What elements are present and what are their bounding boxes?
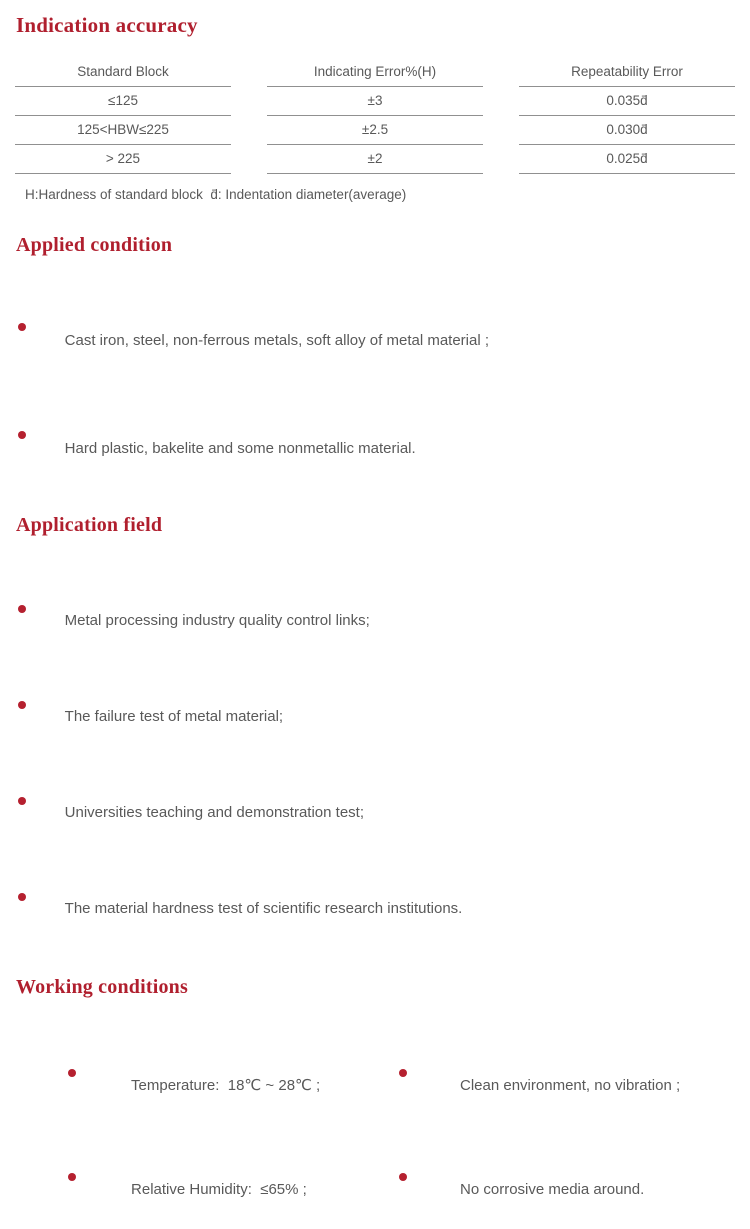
list-item: Hard plastic, bakelite and some nonmetal… <box>16 381 750 489</box>
list-item: Universities teaching and demonstration … <box>16 753 750 849</box>
bullet-icon <box>399 1173 407 1181</box>
table-cell-row1-standard-block: ≤125 <box>15 87 231 116</box>
working-conditions-right-list: Clean environment, no vibration ; No cor… <box>399 1021 719 1229</box>
bullet-icon <box>68 1173 76 1181</box>
table-cell-row1-indicating-error: ±3 <box>267 87 483 116</box>
table-cell-row2-indicating-error: ±2.5 <box>267 116 483 145</box>
bullet-icon <box>18 431 26 439</box>
list-item-text: Relative Humidity: ≤65% ; <box>131 1181 307 1198</box>
list-item: Metal processing industry quality contro… <box>16 561 750 657</box>
bullet-icon <box>18 893 26 901</box>
list-item-text: Temperature: 18℃ ~ 28℃ ; <box>131 1077 321 1094</box>
bullet-icon <box>18 701 26 709</box>
table-cell-row3-repeatability-error: 0.025d̄ <box>519 145 735 174</box>
table-cell-row3-indicating-error: ±2 <box>267 145 483 174</box>
bullet-icon <box>18 797 26 805</box>
list-item-text: No corrosive media around. <box>460 1181 645 1198</box>
table-cell-row2-repeatability-error: 0.030d̄ <box>519 116 735 145</box>
list-item-text: Metal processing industry quality contro… <box>64 612 370 629</box>
list-item-text: Universities teaching and demonstration … <box>64 804 364 821</box>
list-item-text: The material hardness test of scientific… <box>64 900 463 917</box>
section-title-application-field: Application field <box>16 514 163 536</box>
bullet-icon <box>68 1069 76 1077</box>
working-conditions-columns: Temperature: 18℃ ~ 28℃ ; Relative Humidi… <box>68 1021 750 1229</box>
table-cell-row3-standard-block: > 225 <box>15 145 231 174</box>
list-item: The material hardness test of scientific… <box>16 849 750 945</box>
list-item-text: Hard plastic, bakelite and some nonmetal… <box>64 440 416 457</box>
table-header-repeatability-error: Repeatability Error <box>519 59 735 87</box>
list-item-text: The failure test of metal material; <box>64 708 284 725</box>
bullet-icon <box>18 605 26 613</box>
table-cell-row1-repeatability-error: 0.035d̄ <box>519 87 735 116</box>
table-header-indicating-error: Indicating Error%(H) <box>267 59 483 87</box>
section-title-indication-accuracy: Indication accuracy <box>16 13 198 37</box>
section-title-applied-condition: Applied condition <box>16 234 173 256</box>
list-item: No corrosive media around. <box>399 1125 719 1229</box>
list-item: The failure test of metal material; <box>16 657 750 753</box>
bullet-icon <box>18 323 26 331</box>
application-field-list: Metal processing industry quality contro… <box>16 561 750 945</box>
list-item: Relative Humidity: ≤65% ; <box>68 1125 399 1229</box>
list-item-text: Cast iron, steel, non-ferrous metals, so… <box>64 332 490 349</box>
list-item-text: Clean environment, no vibration ; <box>460 1077 681 1094</box>
indication-accuracy-table: Standard Block Indicating Error%(H) Repe… <box>15 59 735 174</box>
bullet-icon <box>399 1069 407 1077</box>
table-cell-row2-standard-block: 125<HBW≤225 <box>15 116 231 145</box>
list-item: Cast iron, steel, non-ferrous metals, so… <box>16 273 750 381</box>
list-item: Clean environment, no vibration ; <box>399 1021 719 1125</box>
section-title-working-conditions: Working conditions <box>16 976 188 998</box>
table-footnote: H:Hardness of standard block d̄: Indenta… <box>25 187 407 202</box>
applied-condition-list: Cast iron, steel, non-ferrous metals, so… <box>16 273 750 489</box>
list-item: Temperature: 18℃ ~ 28℃ ; <box>68 1021 399 1125</box>
table-header-standard-block: Standard Block <box>15 59 231 87</box>
working-conditions-left-list: Temperature: 18℃ ~ 28℃ ; Relative Humidi… <box>68 1021 399 1229</box>
